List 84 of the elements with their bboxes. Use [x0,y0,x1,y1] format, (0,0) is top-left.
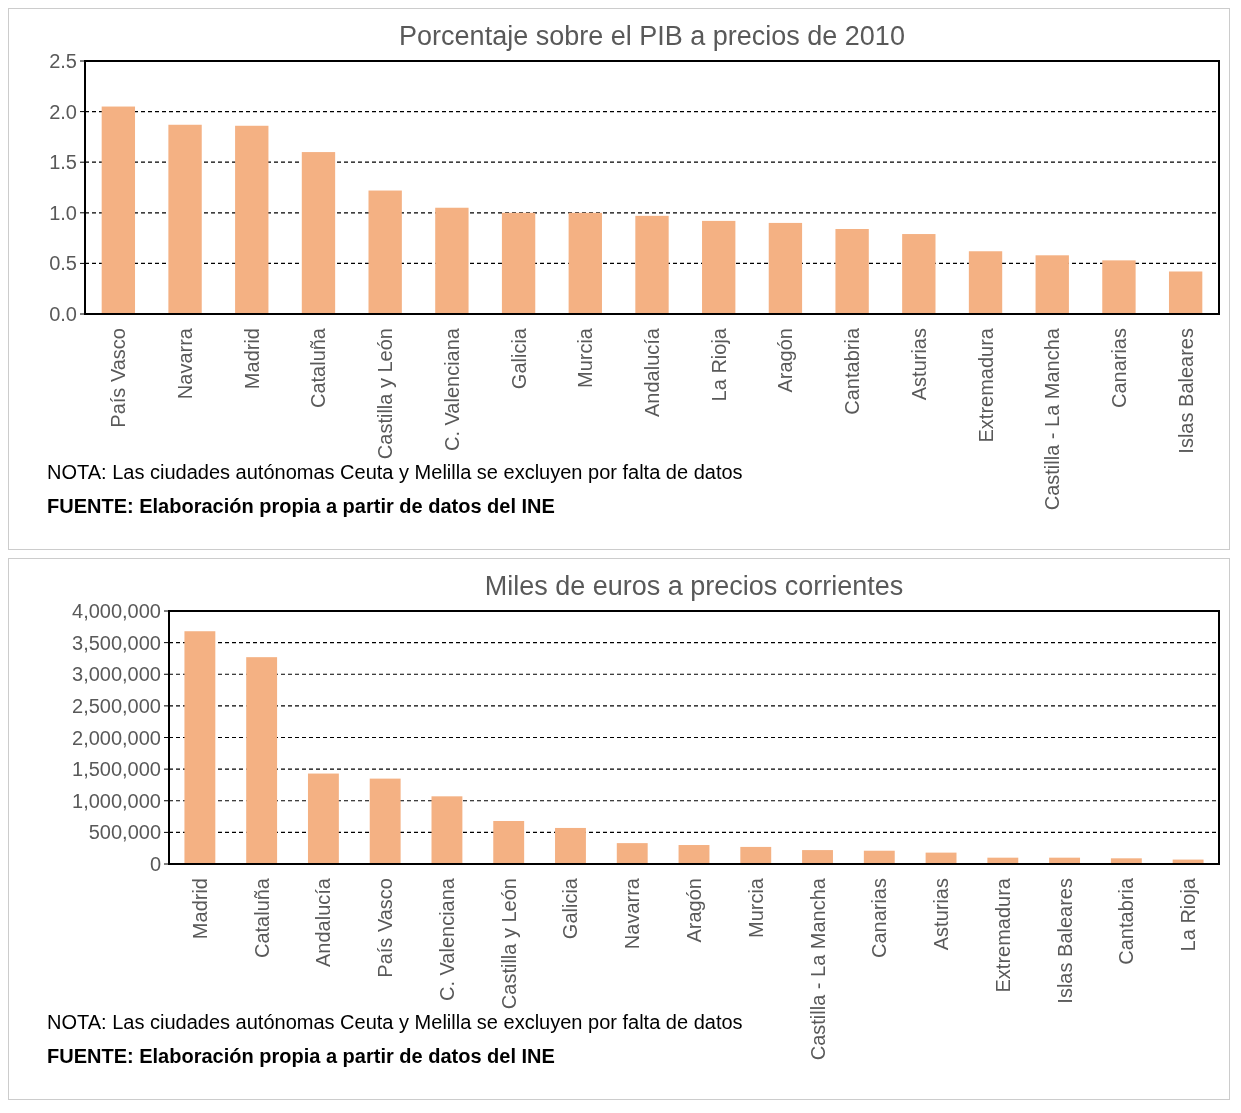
bar [435,207,469,314]
x-tick-label: Islas Baleares [1053,878,1076,1004]
x-tick-label: Navarra [174,327,197,400]
bar [235,125,269,314]
bar [168,124,202,314]
x-tick-label: Cantabria [1115,877,1138,965]
y-tick-label: 0.0 [49,303,77,325]
source-note: FUENTE: Elaboración propia a partir de datos del INE [47,495,555,517]
y-tick-label: 1,500,000 [72,758,161,781]
x-tick-label: Castilla - La Mancha [806,877,829,1061]
bar [568,212,602,314]
x-tick-label: Cataluña [250,877,273,959]
y-tick-label: 3,500,000 [72,631,161,654]
y-tick-label: 0 [149,853,161,875]
x-tick-label: Asturias [907,328,930,401]
x-tick-label: Andalucía [312,877,335,967]
x-tick-label: Murcia [574,327,597,389]
y-tick-label: 2.5 [49,50,77,72]
bar [863,850,895,864]
x-tick-label: País Vasco [374,878,397,978]
bar [301,152,336,314]
x-tick-label: La Rioja [707,327,730,402]
text: NOTA: Las ciudades autónomas Ceuta y Melilla se excluyen por falta de datos [47,1011,743,1033]
x-tick-label: País Vasco [107,328,130,428]
x-tick-label: Castilla y León [497,878,520,1010]
x-tick-label: Cataluña [307,327,330,409]
x-tick-label: La Rioja [1177,877,1200,952]
bar [368,190,402,314]
y-tick-label: 1,000,000 [72,789,161,812]
bar [835,228,869,314]
bar [101,106,136,314]
x-tick-label: Cantabria [841,327,864,415]
x-tick-label: Islas Baleares [1174,328,1197,454]
y-tick-label: 2.0 [49,100,77,123]
bar [768,222,803,314]
x-tick-label: Canarias [1107,328,1130,409]
bar [369,778,401,864]
bar [501,212,536,314]
y-tick-label: 4,000,000 [72,600,161,622]
x-tick-label: Extremadura [974,327,997,443]
x-tick-label: Madrid [188,878,211,940]
y-tick-label: 1.5 [49,151,77,174]
y-tick-label: 2,000,000 [72,726,161,749]
bar [555,827,586,864]
x-tick-label: Extremadura [991,877,1014,993]
bar [635,215,669,314]
y-tick-label: 500,000 [88,821,161,844]
x-tick-label: Aragón [774,328,797,393]
bar [1168,271,1203,314]
bar [740,846,772,864]
bar [616,843,648,864]
bar [493,820,525,864]
chart-title: Porcentaje sobre el PIB a precios de 2010 [399,21,905,51]
x-tick-label: Castilla y León [374,328,397,460]
x-tick-label: Castilla - La Mancha [1041,327,1064,511]
bar [678,845,710,864]
x-tick-label: Canarias [868,878,891,959]
chart-title: Miles de euros a precios corrientes [484,571,904,601]
x-tick-label: Navarra [621,877,644,950]
x-tick-label: Madrid [240,328,263,390]
bar [246,657,278,864]
x-tick-label: Galicia [559,877,582,940]
y-tick-label: 1.0 [49,201,77,224]
y-tick-label: 0.5 [49,252,77,275]
text: NOTA: Las ciudades autónomas Ceuta y Melilla se excluyen por falta de datos [47,461,743,483]
bar [184,631,216,864]
bar [1035,255,1069,314]
bar [802,850,833,864]
bar [431,796,463,864]
x-tick-label: C. Valenciana [435,877,458,1002]
x-tick-label: Murcia [744,877,767,939]
x-tick-label: C. Valenciana [440,327,463,452]
bar [902,234,936,314]
x-tick-label: Galicia [507,327,530,390]
bar [307,773,339,864]
x-tick-label: Aragón [683,878,705,943]
source-note: FUENTE: Elaboración propia a partir de datos del INE [47,1045,555,1067]
y-tick-label: 3,000,000 [72,663,161,686]
y-tick-label: 2,500,000 [72,694,161,717]
x-tick-label: Andalucía [641,327,663,417]
bar [968,251,1003,314]
bar [702,220,736,314]
x-tick-label: Asturias [930,878,953,951]
bar [1102,260,1136,314]
